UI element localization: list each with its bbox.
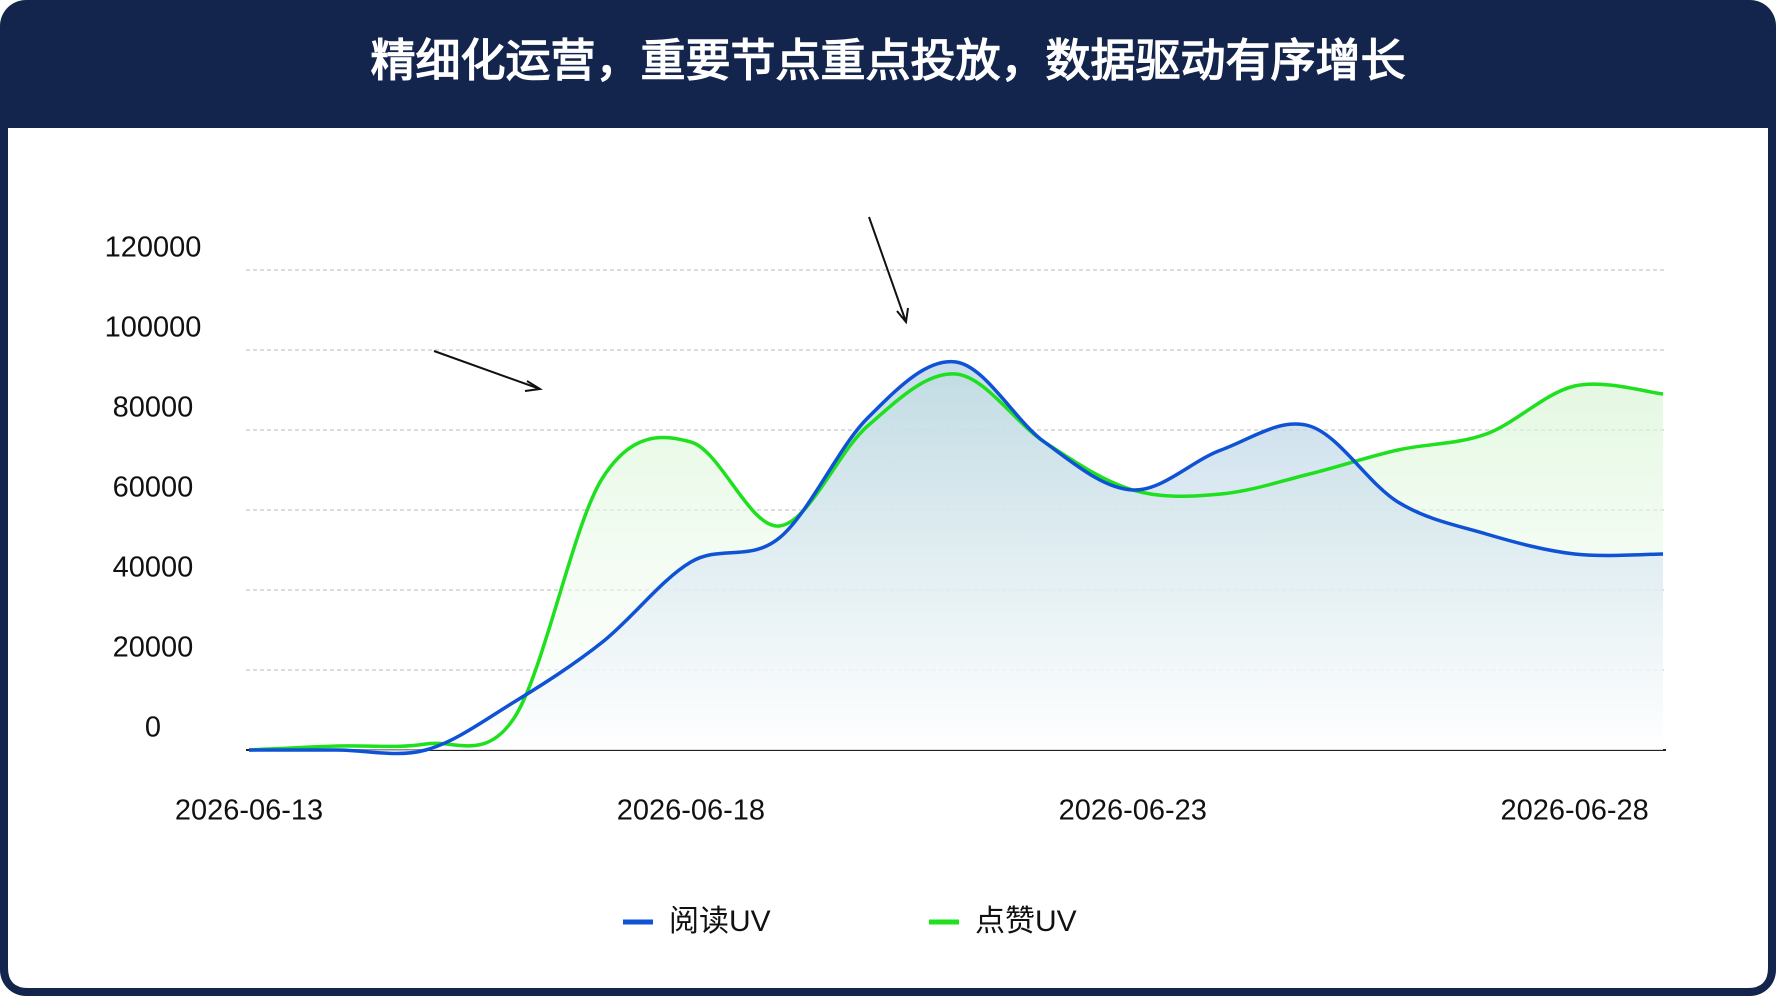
y-tick-label: 0 [145,712,161,744]
chart-title: 精细化运营，重要节点重点投放，数据驱动有序增长 [370,35,1405,86]
series-line [248,372,1664,752]
y-tick-label: 60000 [113,472,194,504]
y-tick-label: 120000 [105,232,202,264]
y-tick-label: 20000 [113,632,194,664]
plot: 0 20000 40000 60000 80000 100000 120000 2026-06… [105,232,1666,938]
y-tick-label: 40000 [113,552,194,584]
x-tick-label: 2026-06-13 [175,795,323,827]
x-tick-label: 2026-06-18 [617,795,765,827]
x-tick-label: 2026-06-23 [1059,795,1207,827]
series-line [249,359,1664,756]
x-tick-label: 2026-06-28 [1500,795,1648,827]
annotation-arrow [868,216,907,323]
legend-label: 点赞UV [975,905,1077,938]
annotation-arrowhead [524,380,543,392]
legend-label: 阅读UV [669,905,771,938]
annotation-arrowhead [896,307,909,325]
annotation-arrow [433,350,541,390]
series-area [249,361,1663,754]
y-tick-label: 100000 [105,312,202,344]
y-tick-label: 80000 [113,392,194,424]
